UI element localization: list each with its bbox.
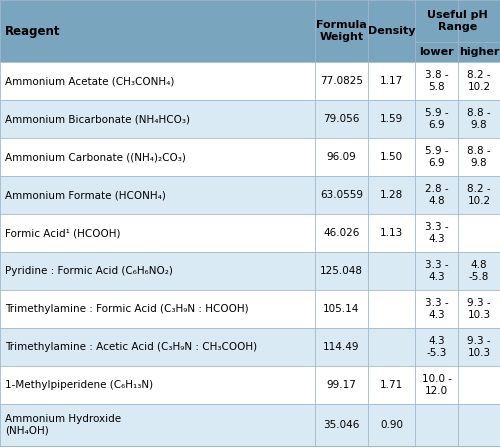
Text: 35.046: 35.046 xyxy=(324,420,360,430)
Text: 3.8 -
5.8: 3.8 - 5.8 xyxy=(424,70,448,92)
Text: 63.0559: 63.0559 xyxy=(320,190,363,200)
Text: 8.2 -
10.2: 8.2 - 10.2 xyxy=(467,70,491,92)
Text: 10.0 -
12.0: 10.0 - 12.0 xyxy=(422,374,452,396)
Text: 99.17: 99.17 xyxy=(326,380,356,390)
Text: 1-Methylpiperidene (C₆H₁₃N): 1-Methylpiperidene (C₆H₁₃N) xyxy=(5,380,153,390)
Bar xyxy=(0,0,500,62)
Text: 105.14: 105.14 xyxy=(324,304,360,314)
Bar xyxy=(0,100,500,138)
Text: 46.026: 46.026 xyxy=(324,228,360,238)
Text: 3.3 -
4.3: 3.3 - 4.3 xyxy=(424,260,448,282)
Text: 1.13: 1.13 xyxy=(380,228,403,238)
Text: 96.09: 96.09 xyxy=(326,152,356,162)
Text: 8.2 -
10.2: 8.2 - 10.2 xyxy=(467,184,491,206)
Text: 0.90: 0.90 xyxy=(380,420,403,430)
Text: Useful pH
Range: Useful pH Range xyxy=(427,10,488,32)
Text: Reagent: Reagent xyxy=(5,25,60,38)
Text: 114.49: 114.49 xyxy=(323,342,360,352)
Bar xyxy=(0,366,500,404)
Text: 1.17: 1.17 xyxy=(380,76,403,86)
Text: 9.3 -
10.3: 9.3 - 10.3 xyxy=(467,298,491,320)
Text: 1.50: 1.50 xyxy=(380,152,403,162)
Text: higher: higher xyxy=(459,47,499,57)
Text: 9.3 -
10.3: 9.3 - 10.3 xyxy=(467,336,491,358)
Bar xyxy=(0,404,500,446)
Text: 3.3 -
4.3: 3.3 - 4.3 xyxy=(424,298,448,320)
Text: Ammonium Carbonate ((NH₄)₂CO₃): Ammonium Carbonate ((NH₄)₂CO₃) xyxy=(5,152,186,162)
Text: 79.056: 79.056 xyxy=(324,114,360,124)
Bar xyxy=(0,328,500,366)
Text: Formula
Weight: Formula Weight xyxy=(316,20,367,42)
Text: 4.8
-5.8: 4.8 -5.8 xyxy=(469,260,489,282)
Text: Trimethylamine : Acetic Acid (C₃H₉N : CH₃COOH): Trimethylamine : Acetic Acid (C₃H₉N : CH… xyxy=(5,342,257,352)
Bar xyxy=(0,176,500,214)
Text: Formic Acid¹ (HCOOH): Formic Acid¹ (HCOOH) xyxy=(5,228,120,238)
Text: Ammonium Acetate (CH₃CONH₄): Ammonium Acetate (CH₃CONH₄) xyxy=(5,76,174,86)
Text: lower: lower xyxy=(419,47,454,57)
Text: 1.59: 1.59 xyxy=(380,114,403,124)
Text: 125.048: 125.048 xyxy=(320,266,363,276)
Text: Ammonium Bicarbonate (NH₄HCO₃): Ammonium Bicarbonate (NH₄HCO₃) xyxy=(5,114,190,124)
Bar xyxy=(0,252,500,290)
Text: 5.9 -
6.9: 5.9 - 6.9 xyxy=(424,108,448,130)
Text: 77.0825: 77.0825 xyxy=(320,76,363,86)
Text: 2.8 -
4.8: 2.8 - 4.8 xyxy=(424,184,448,206)
Text: Ammonium Formate (HCONH₄): Ammonium Formate (HCONH₄) xyxy=(5,190,166,200)
Text: 4.3
-5.3: 4.3 -5.3 xyxy=(426,336,446,358)
Bar xyxy=(0,290,500,328)
Text: Ammonium Hydroxide
(NH₄OH): Ammonium Hydroxide (NH₄OH) xyxy=(5,414,121,436)
Bar xyxy=(0,214,500,252)
Text: 1.71: 1.71 xyxy=(380,380,403,390)
Text: 5.9 -
6.9: 5.9 - 6.9 xyxy=(424,146,448,168)
Text: Density: Density xyxy=(368,26,415,36)
Text: Trimethylamine : Formic Acid (C₃H₉N : HCOOH): Trimethylamine : Formic Acid (C₃H₉N : HC… xyxy=(5,304,248,314)
Bar xyxy=(0,62,500,100)
Text: Pyridine : Formic Acid (C₆H₆NO₂): Pyridine : Formic Acid (C₆H₆NO₂) xyxy=(5,266,173,276)
Bar xyxy=(0,138,500,176)
Text: 1.28: 1.28 xyxy=(380,190,403,200)
Text: 8.8 -
9.8: 8.8 - 9.8 xyxy=(467,108,491,130)
Text: 3.3 -
4.3: 3.3 - 4.3 xyxy=(424,222,448,244)
Text: 8.8 -
9.8: 8.8 - 9.8 xyxy=(467,146,491,168)
